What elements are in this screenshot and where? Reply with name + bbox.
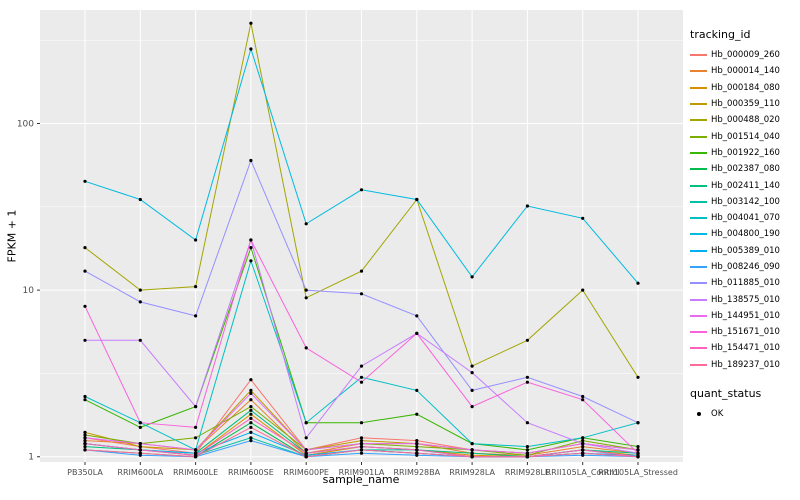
legend-key-line-icon [690, 162, 707, 176]
legend-items: Hb_000009_260 Hb_000014_140 Hb_000184_080 H… [690, 47, 798, 373]
svg-text:RRIM600LA: RRIM600LA [117, 468, 163, 477]
legend-panel: tracking_id Hb_000009_260 Hb_000014_140 Hb… [690, 28, 798, 422]
legend-item-Hb_004800_190: Hb_004800_190 [690, 226, 798, 242]
legend-key-line-icon [690, 260, 707, 274]
legend-item-label: Hb_002387_080 [711, 164, 780, 175]
legend-item-Hb_154471_010: Hb_154471_010 [690, 340, 798, 356]
grid-major [40, 10, 683, 462]
legend-item-Hb_151671_010: Hb_151671_010 [690, 324, 798, 340]
axis-ticks [37, 123, 639, 465]
legend-item-Hb_002387_080: Hb_002387_080 [690, 161, 798, 177]
legend-item-Hb_189237_010: Hb_189237_010 [690, 357, 798, 373]
legend-item-Hb_002411_140: Hb_002411_140 [690, 177, 798, 193]
legend-item-label: Hb_000009_260 [711, 50, 780, 61]
legend-item-label: Hb_138575_010 [711, 294, 780, 305]
legend-key-line-icon [690, 146, 707, 160]
legend-item-label: Hb_003142_100 [711, 196, 780, 207]
svg-text:PB350LA: PB350LA [67, 468, 103, 477]
legend-item-Hb_138575_010: Hb_138575_010 [690, 291, 798, 307]
legend-key-line-icon [690, 244, 707, 258]
legend-item-label: Hb_001514_040 [711, 131, 780, 142]
svg-text:RRIM600LE: RRIM600LE [173, 468, 218, 477]
legend-item-Hb_000359_110: Hb_000359_110 [690, 96, 798, 112]
svg-text:RRIM928LA: RRIM928LA [449, 468, 495, 477]
quant-status-legend: quant_status OK [690, 387, 798, 422]
legend-title-tracking-id: tracking_id [690, 28, 751, 41]
legend-key-line-icon [690, 341, 707, 355]
legend-item-Hb_144951_010: Hb_144951_010 [690, 308, 798, 324]
legend-key-line-icon [690, 48, 707, 62]
data-points [83, 21, 640, 459]
legend-item-Hb_000184_080: Hb_000184_080 [690, 80, 798, 96]
legend-item-label: Hb_008246_090 [711, 262, 780, 272]
legend-item-label: Hb_189237_010 [711, 359, 780, 370]
legend-key-line-icon [690, 64, 707, 78]
legend-key-line-icon [690, 97, 707, 111]
svg-text:RRII105LA_Stressed: RRII105LA_Stressed [598, 468, 678, 477]
legend-key-line-icon [690, 81, 707, 95]
legend-item-label: Hb_000488_020 [711, 115, 780, 126]
legend-item-label: OK [711, 409, 724, 420]
legend-item-Hb_004041_070: Hb_004041_070 [690, 210, 798, 226]
legend-item-Hb_003142_100: Hb_003142_100 [690, 194, 798, 210]
legend-item-label: Hb_154471_010 [711, 343, 780, 354]
x-axis-label: sample_name [322, 473, 400, 486]
legend-item-label: Hb_011885_010 [711, 278, 780, 289]
legend-item-label: Hb_004800_190 [711, 229, 780, 240]
legend-item-label: Hb_001922_160 [711, 147, 780, 158]
svg-text:RRIM901LA: RRIM901LA [339, 468, 385, 477]
legend-key-line-icon [690, 179, 707, 193]
legend-item-label: Hb_000359_110 [711, 99, 780, 110]
legend-key-line-icon [690, 130, 707, 144]
legend-key-line-icon [690, 325, 707, 339]
legend-item-label: Hb_151671_010 [711, 327, 780, 338]
legend-item-label: Hb_005389_010 [711, 245, 780, 256]
svg-text:10: 10 [23, 286, 35, 296]
legend-title-quant-status: quant_status [690, 386, 762, 400]
legend-key-line-icon [690, 195, 707, 209]
legend-item-label: Hb_002411_140 [711, 180, 780, 191]
legend-item-Hb_001922_160: Hb_001922_160 [690, 145, 798, 161]
legend-key-line-icon [690, 293, 707, 307]
svg-text:RRIM928BA: RRIM928BA [393, 468, 440, 477]
svg-text:100: 100 [17, 120, 34, 130]
y-tick-labels: 1 10 100 [17, 120, 34, 463]
svg-text:RRIM600PE: RRIM600PE [283, 468, 329, 477]
legend-item-Hb_001514_040: Hb_001514_040 [690, 128, 798, 144]
legend-key-line-icon [690, 113, 707, 127]
legend-item-label: Hb_000184_080 [711, 82, 780, 93]
legend-item-label: Hb_000014_140 [711, 66, 780, 77]
legend-item-label: Hb_144951_010 [711, 310, 780, 321]
quant-ok-point-icon [690, 407, 707, 421]
legend-key-line-icon [690, 309, 707, 323]
svg-text:RRII105LA_Control: RRII105LA_Control [546, 468, 620, 477]
legend-item-ok: OK [690, 406, 798, 422]
x-tick-labels: PB350LA RRIM600LA RRIM600LE RRIM600SE RRIM60… [67, 468, 678, 477]
legend-item-Hb_000014_140: Hb_000014_140 [690, 63, 798, 79]
legend-item-label: Hb_004041_070 [711, 213, 780, 224]
legend-item-Hb_005389_010: Hb_005389_010 [690, 243, 798, 259]
svg-text:1: 1 [28, 453, 34, 463]
legend-key-line-icon [690, 227, 707, 241]
legend-key-line-icon [690, 211, 707, 225]
svg-text:RRIM928LE: RRIM928LE [505, 468, 550, 477]
legend-key-line-icon [690, 358, 707, 372]
legend-item-Hb_000488_020: Hb_000488_020 [690, 112, 798, 128]
legend-item-Hb_000009_260: Hb_000009_260 [690, 47, 798, 63]
plot-area: 1 10 100 PB350LA RRIM600LA RRIM600LE RRIM600SE… [17, 10, 683, 477]
legend-item-Hb_008246_090: Hb_008246_090 [690, 259, 798, 275]
svg-text:RRIM600SE: RRIM600SE [228, 468, 274, 477]
legend-key-line-icon [690, 276, 707, 290]
y-axis-label: FPKM + 1 [5, 209, 19, 263]
legend-item-Hb_011885_010: Hb_011885_010 [690, 275, 798, 291]
